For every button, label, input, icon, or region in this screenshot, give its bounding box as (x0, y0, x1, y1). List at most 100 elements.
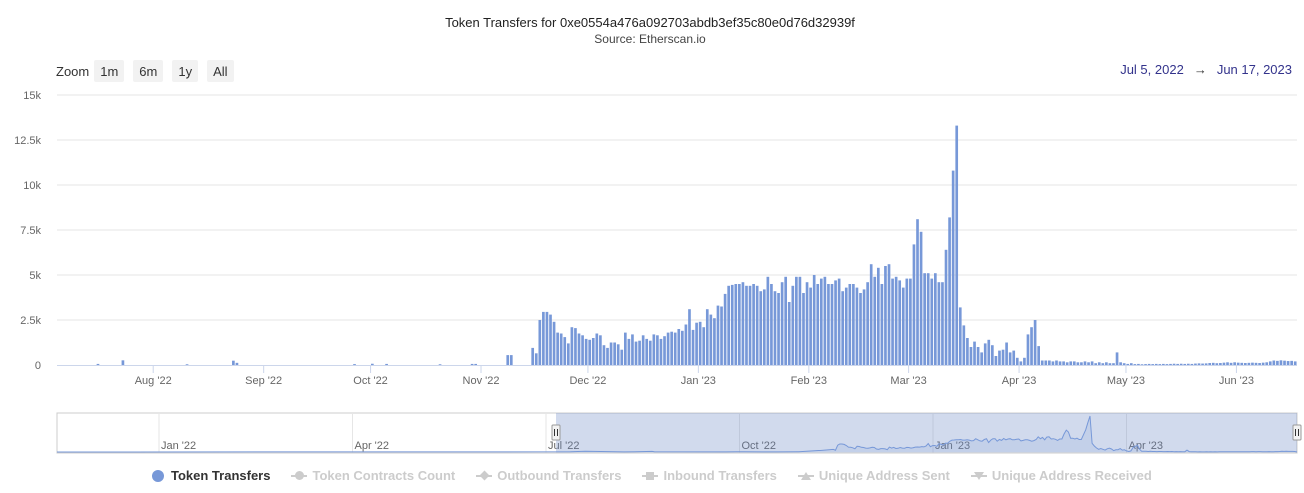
bar (691, 329, 695, 365)
bar (837, 278, 841, 365)
bar (830, 284, 834, 365)
navigator-right-handle[interactable] (1292, 424, 1302, 441)
zoom-1y-button[interactable]: 1y (172, 60, 199, 82)
bar (563, 337, 567, 365)
bar (852, 284, 855, 365)
bar (509, 355, 513, 365)
bar (1276, 360, 1279, 365)
bar (887, 264, 891, 365)
bar (648, 340, 652, 365)
legend-item-unique-address-received[interactable]: Unique Address Received (970, 468, 1152, 483)
legend-item-unique-address-sent[interactable]: Unique Address Sent (797, 468, 950, 483)
bar (1062, 361, 1065, 365)
bar (1197, 363, 1201, 365)
bar (684, 324, 688, 365)
bar (869, 264, 873, 365)
bar (1101, 363, 1105, 365)
bar (595, 333, 599, 365)
legend-diamond-icon (476, 470, 493, 482)
y-tick-label: 5k (29, 270, 41, 282)
bar (1244, 363, 1247, 365)
zoom-controls: Zoom 1m 6m 1y All (56, 60, 243, 82)
bar (919, 231, 923, 365)
bar (1208, 363, 1212, 365)
legend-label: Outbound Transfers (497, 468, 622, 483)
bar (969, 347, 973, 365)
bar (1222, 362, 1226, 365)
bar (1258, 363, 1261, 365)
zoom-6m-button[interactable]: 6m (133, 60, 164, 82)
bar (1179, 363, 1183, 365)
bar (506, 355, 510, 365)
bar (577, 333, 581, 365)
bar (773, 291, 777, 365)
bar (1172, 363, 1176, 365)
bar (730, 284, 734, 365)
zoom-all-button[interactable]: All (207, 60, 234, 82)
bar (1058, 361, 1062, 365)
bar (438, 364, 442, 365)
bar (641, 335, 645, 365)
range-to-input[interactable]: Jun 17, 2023 (1216, 62, 1292, 77)
bar (470, 363, 474, 365)
bar (1012, 350, 1016, 365)
bar (994, 356, 998, 365)
bar (912, 244, 916, 365)
bar (1183, 363, 1187, 365)
bar (1097, 362, 1101, 365)
bar (631, 334, 634, 365)
navigator-tick-label: Oct '22 (742, 440, 777, 452)
zoom-1m-button[interactable]: 1m (94, 60, 125, 82)
bar (531, 347, 535, 365)
bar (1254, 362, 1258, 365)
bar (1030, 327, 1033, 365)
bar (638, 340, 641, 365)
legend-item-outbound-transfers[interactable]: Outbound Transfers (476, 468, 621, 483)
range-from-input[interactable]: Jul 5, 2022 (1120, 62, 1184, 77)
bar (983, 343, 987, 365)
bar (812, 275, 816, 365)
bar (923, 273, 926, 365)
bar (1229, 362, 1233, 365)
bar (534, 353, 538, 365)
bar (816, 284, 820, 365)
bar (1033, 320, 1037, 365)
bar (1122, 363, 1126, 365)
bar (1090, 361, 1094, 365)
bar (1080, 362, 1083, 365)
bar (791, 285, 795, 365)
legend-item-inbound-transfers[interactable]: Inbound Transfers (642, 468, 777, 483)
bar (581, 335, 584, 365)
bar (1140, 364, 1144, 365)
bar (951, 170, 955, 365)
bar (734, 284, 738, 365)
navigator-tick-label: Apr '22 (355, 440, 390, 452)
bar (591, 338, 595, 365)
legend-item-token-transfers[interactable]: Token Transfers (150, 468, 270, 483)
bar (673, 332, 677, 365)
bar (1293, 361, 1297, 365)
navigator-left-handle[interactable] (551, 424, 561, 441)
navigator-tick-label: Apr '23 (1129, 440, 1164, 452)
bar (841, 291, 845, 365)
bar (566, 343, 570, 365)
legend-triangle-down-icon (970, 470, 987, 482)
bar (609, 342, 613, 365)
bar (677, 329, 681, 365)
bar (738, 284, 741, 365)
legend-label: Inbound Transfers (663, 468, 777, 483)
bar (891, 278, 894, 365)
bar (930, 278, 934, 365)
bar (121, 360, 125, 365)
bar (862, 289, 866, 365)
bar (948, 217, 951, 365)
legend-item-token-contracts-count[interactable]: Token Contracts Count (291, 468, 455, 483)
bar (955, 125, 959, 365)
x-tick-label: Mar '23 (890, 375, 926, 387)
bar (944, 249, 948, 365)
legend-label: Unique Address Received (991, 468, 1152, 483)
bar (980, 352, 983, 365)
navigator-series-line (56, 415, 1298, 453)
bar (1233, 362, 1236, 365)
bar (934, 273, 937, 365)
